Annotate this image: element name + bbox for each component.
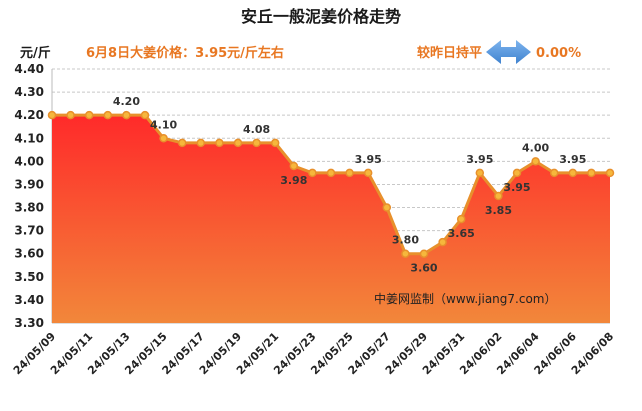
data-point: [549, 168, 559, 178]
data-point: [270, 138, 280, 148]
data-point: [47, 110, 57, 120]
data-point: [84, 110, 94, 120]
data-point: [456, 214, 466, 224]
data-point: [233, 138, 243, 148]
data-point: [196, 138, 206, 148]
y-tick-label: 3.40: [14, 293, 44, 307]
y-tick-label: 3.70: [14, 224, 44, 238]
x-axis: 24/05/0924/05/1124/05/1324/05/1524/05/17…: [11, 330, 616, 378]
data-point: [159, 134, 168, 143]
data-point: [177, 138, 187, 148]
data-label: 3.95: [559, 153, 586, 166]
data-point: [103, 110, 113, 120]
data-label: 3.60: [410, 262, 437, 275]
y-tick-label: 4.00: [14, 154, 44, 168]
data-label: 3.95: [503, 181, 530, 194]
data-point: [568, 168, 578, 178]
data-label: 4.08: [243, 123, 270, 136]
data-label: 3.98: [280, 174, 307, 187]
y-tick-label: 3.90: [14, 177, 44, 191]
y-tick-label: 4.40: [14, 62, 44, 76]
data-point: [419, 249, 429, 258]
markers: [47, 110, 615, 258]
data-labels: 4.20 4.10 4.08 3.98 3.95 3.80 3.60 3.65 3.95 3.85…: [113, 95, 587, 275]
change-value: 0.00%: [536, 46, 581, 61]
data-label: 3.80: [392, 234, 419, 247]
data-point: [289, 161, 299, 171]
data-label: 3.85: [485, 204, 512, 217]
data-point: [326, 168, 336, 178]
data-point: [531, 157, 540, 166]
data-point: [512, 168, 522, 178]
y-tick-label: 3.60: [14, 247, 44, 261]
data-point: [66, 110, 75, 120]
data-point: [363, 168, 373, 178]
data-label: 4.10: [150, 118, 177, 131]
price-area: [52, 115, 610, 323]
data-label: 4.20: [113, 95, 140, 108]
y-tick-label: 4.10: [14, 131, 44, 145]
data-point: [122, 110, 131, 120]
data-point: [494, 191, 503, 201]
data-point: [382, 203, 392, 212]
watermark: 中姜网监制（www.jiang7.com）: [374, 291, 556, 306]
change-text: 较昨日持平: [417, 45, 482, 61]
y-tick-label: 3.30: [14, 316, 44, 330]
data-point: [215, 138, 224, 148]
data-point: [345, 168, 354, 178]
data-label: 3.95: [466, 153, 493, 166]
data-point: [140, 110, 150, 120]
y-axis: 3.30 3.40 3.50 3.60 3.70 3.80 3.90 4.00 4.10 4.20…: [14, 62, 44, 330]
flat-arrow-icon: [486, 40, 531, 64]
price-note: 6月8日大姜价格：3.95元/斤左右: [86, 45, 284, 61]
data-label: 3.95: [355, 153, 382, 166]
y-axis-unit: 元/斤: [20, 45, 51, 61]
y-tick-label: 3.80: [14, 201, 44, 215]
data-point: [401, 249, 410, 258]
data-point: [587, 168, 596, 178]
chart-title: 安丘一般泥姜价格走势: [241, 7, 401, 26]
data-label: 3.65: [448, 227, 475, 240]
data-point: [605, 168, 615, 178]
data-label: 4.00: [522, 141, 549, 154]
y-tick-label: 3.50: [14, 270, 44, 284]
data-point: [308, 168, 317, 178]
y-tick-label: 4.30: [14, 85, 44, 99]
data-point: [438, 237, 447, 247]
data-point: [475, 168, 485, 178]
y-tick-label: 4.20: [14, 108, 44, 122]
data-point: [252, 138, 261, 148]
